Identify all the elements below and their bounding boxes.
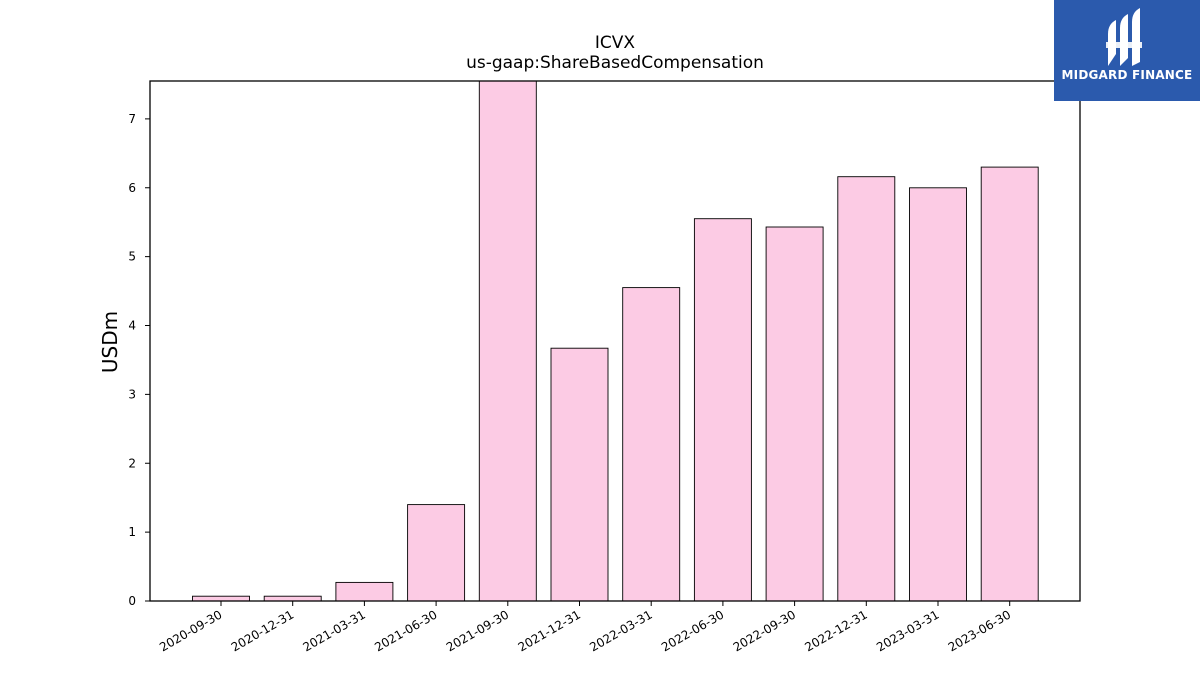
bar-2022-12-31 xyxy=(837,176,896,602)
bar-2022-06-30 xyxy=(693,218,752,602)
bar-2021-12-31 xyxy=(550,347,609,602)
bar-2021-06-30 xyxy=(407,504,466,602)
x-tick-label: 2020-09-30 xyxy=(157,607,224,654)
x-tick-label: 2022-06-30 xyxy=(659,607,726,654)
y-tick-label: 4 xyxy=(128,319,136,333)
x-tick-label: 2021-06-30 xyxy=(372,607,439,654)
bar-2020-12-31 xyxy=(263,595,322,602)
bar-2021-03-31 xyxy=(335,581,394,602)
plot-frame xyxy=(149,80,1081,602)
x-tick-label: 2021-09-30 xyxy=(444,607,511,654)
x-tick-label: 2022-12-31 xyxy=(802,607,869,654)
bar-2023-06-30 xyxy=(980,166,1039,602)
bar-2023-03-31 xyxy=(909,187,967,602)
x-tick-label: 2022-09-30 xyxy=(731,607,798,654)
y-tick-label: 2 xyxy=(128,456,136,470)
bar-2020-09-30 xyxy=(192,595,250,602)
brand-logo: MIDGARD FINANCE xyxy=(1054,0,1200,101)
bars-group xyxy=(192,80,1039,602)
x-tick-label: 2021-12-31 xyxy=(516,607,583,654)
y-ticks: 0 1 2 3 4 5 6 7 xyxy=(128,112,150,608)
bar-2022-03-31 xyxy=(622,287,681,602)
x-tick-label: 2023-03-31 xyxy=(874,607,941,654)
x-tick-label: 2020-12-31 xyxy=(229,607,296,654)
logo-mark-icon xyxy=(1106,8,1142,66)
bar-2021-09-30 xyxy=(478,80,537,602)
chart-subtitle: us-gaap:ShareBasedCompensation xyxy=(466,53,764,73)
x-tick-label: 2022-03-31 xyxy=(587,607,654,654)
x-ticks: 2020-09-30 2020-12-31 2021-03-31 2021-06-30… xyxy=(157,601,1013,654)
y-tick-label: 5 xyxy=(128,250,136,264)
logo-text: MIDGARD FINANCE xyxy=(1061,68,1193,82)
y-tick-label: 6 xyxy=(128,181,136,195)
y-tick-label: 7 xyxy=(128,112,136,126)
x-tick-label: 2021-03-31 xyxy=(300,607,367,654)
y-tick-label: 0 xyxy=(128,594,136,608)
y-tick-label: 3 xyxy=(128,387,136,401)
y-tick-label: 1 xyxy=(128,525,136,539)
chart-title: ICVX xyxy=(595,33,636,53)
x-tick-label: 2023-06-30 xyxy=(946,607,1013,654)
bar-2022-09-30 xyxy=(765,226,824,602)
y-axis-label: USDm xyxy=(98,311,122,373)
